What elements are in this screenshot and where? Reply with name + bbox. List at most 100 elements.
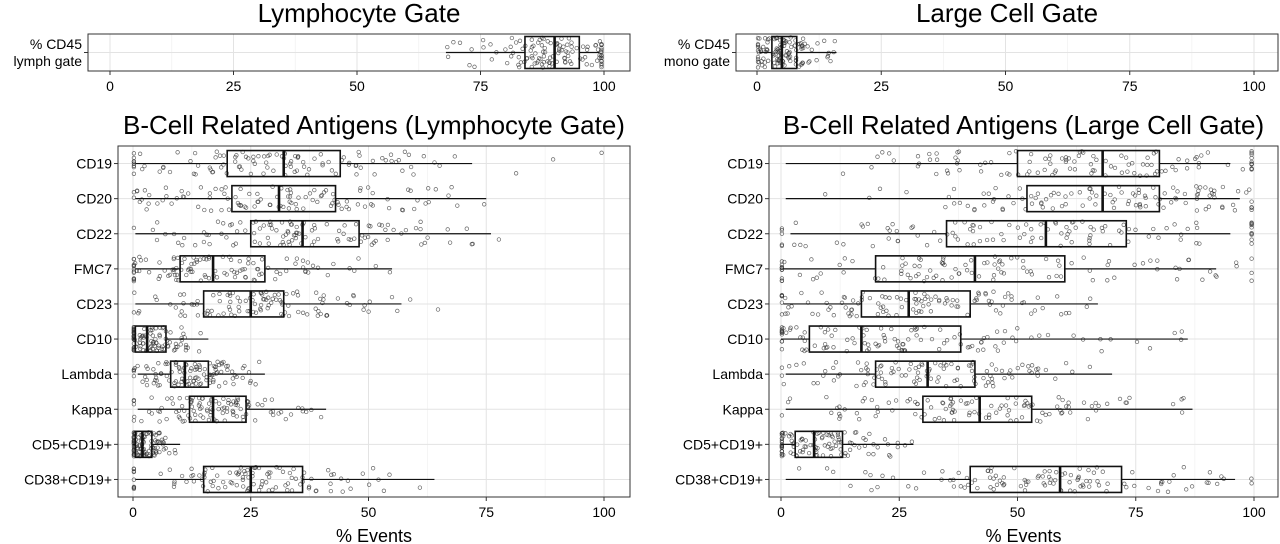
data-point <box>996 266 1001 271</box>
y-tick-label: CD20 <box>727 191 763 207</box>
data-point <box>951 186 957 192</box>
data-point <box>1149 162 1154 168</box>
data-point <box>1032 308 1038 313</box>
data-point <box>1249 152 1254 157</box>
data-point <box>144 364 149 369</box>
data-point <box>163 361 168 367</box>
data-point <box>309 228 315 233</box>
data-point <box>503 47 508 52</box>
data-point <box>1063 360 1069 366</box>
data-point <box>1022 231 1027 237</box>
data-point <box>271 412 276 418</box>
data-point <box>867 431 872 437</box>
data-point <box>584 47 590 52</box>
data-point <box>811 381 816 386</box>
data-point <box>153 336 158 342</box>
data-point <box>848 483 853 489</box>
data-point <box>229 267 234 273</box>
data-point <box>247 191 252 197</box>
data-point <box>1100 229 1105 234</box>
data-point <box>187 375 193 380</box>
data-point <box>875 154 880 159</box>
y-tick-label: CD19 <box>727 156 763 172</box>
data-point <box>892 336 897 342</box>
data-point <box>987 412 992 417</box>
data-point <box>1105 278 1110 283</box>
data-point <box>889 365 895 371</box>
data-point <box>232 269 237 275</box>
data-point <box>344 204 349 210</box>
data-point <box>912 296 917 302</box>
data-point <box>990 199 996 204</box>
data-point <box>328 481 333 486</box>
data-point <box>233 194 238 200</box>
y-tick-label-line: CD5+CD19+ <box>32 436 112 452</box>
data-point <box>947 403 953 409</box>
data-point <box>385 237 390 243</box>
data-point <box>589 62 595 68</box>
data-point <box>220 410 225 416</box>
data-point <box>296 309 301 315</box>
data-point <box>887 453 892 458</box>
data-point <box>206 401 212 406</box>
data-point <box>236 164 242 169</box>
data-point <box>972 207 977 212</box>
y-tick-label: Lambda <box>61 366 112 382</box>
data-point <box>1029 227 1034 232</box>
data-point <box>1013 401 1018 406</box>
data-point <box>948 396 953 402</box>
x-tick-label: 50 <box>1010 504 1026 520</box>
data-point <box>876 276 881 281</box>
data-point <box>903 261 908 266</box>
data-point <box>954 377 960 382</box>
data-point <box>176 365 182 370</box>
data-point <box>219 207 224 213</box>
data-point <box>599 55 604 60</box>
data-point <box>1196 188 1201 193</box>
data-point <box>963 401 969 406</box>
data-point <box>757 36 762 41</box>
data-point <box>171 269 176 274</box>
data-point <box>599 63 604 68</box>
data-point <box>156 343 161 348</box>
data-point <box>1162 191 1167 196</box>
data-point <box>1103 224 1108 229</box>
data-point <box>1147 346 1153 351</box>
data-point <box>825 344 830 350</box>
data-point <box>1023 398 1028 404</box>
data-point <box>1035 191 1041 196</box>
data-point <box>196 204 201 209</box>
data-point <box>787 54 793 59</box>
data-point <box>154 439 159 445</box>
data-point <box>293 235 299 241</box>
data-point <box>516 62 521 68</box>
data-point <box>1053 168 1058 173</box>
data-point <box>1087 484 1092 489</box>
data-point <box>1022 402 1027 408</box>
data-point <box>240 477 246 482</box>
data-point <box>219 187 224 192</box>
data-point <box>1194 225 1200 231</box>
data-point <box>1247 187 1252 192</box>
data-point <box>829 333 834 338</box>
data-point <box>248 378 253 384</box>
data-point <box>822 341 828 347</box>
data-point <box>1068 472 1074 478</box>
data-point <box>779 259 785 264</box>
data-point <box>927 151 932 157</box>
data-point <box>779 276 785 281</box>
data-point <box>1076 153 1082 158</box>
data-point <box>1194 192 1200 198</box>
data-point <box>1040 410 1045 415</box>
data-point <box>975 348 981 353</box>
data-point <box>1178 232 1184 237</box>
data-point <box>925 398 930 403</box>
data-point <box>255 199 260 204</box>
data-point <box>761 44 766 50</box>
data-point <box>836 437 842 442</box>
data-point <box>765 40 770 45</box>
data-point <box>238 220 243 225</box>
data-point <box>197 364 203 369</box>
data-point <box>1030 235 1035 240</box>
data-point <box>784 330 789 335</box>
